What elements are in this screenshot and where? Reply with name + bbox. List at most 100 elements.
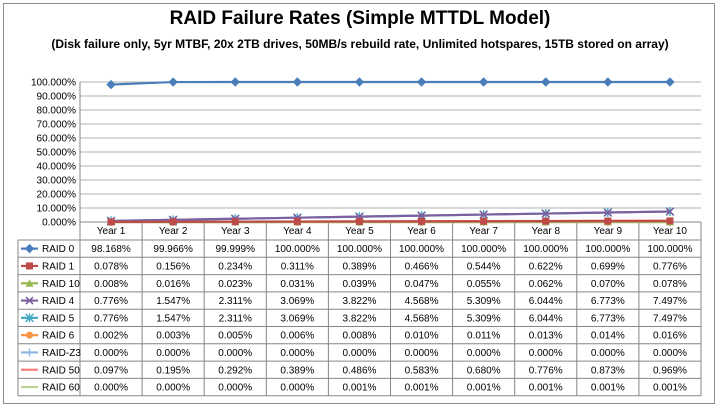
data-label-raid-60: 0.000% [94,383,128,394]
data-label-raid-z3: 0.000% [94,348,128,359]
data-point-raid-4-shape [665,207,675,216]
x-tick-label: Year 10 [653,226,688,237]
data-point-raid-0-shape [541,77,551,87]
legend-key-marker-raid-5 [25,313,34,323]
data-label-raid-60: 0.000% [156,383,190,394]
data-label-raid-1: 0.078% [94,261,128,272]
data-point-raid-4 [603,208,612,217]
data-label-raid-6: 0.010% [405,331,439,342]
data-label-raid-1: 0.389% [342,261,376,272]
data-label-raid-z3: 0.000% [591,348,625,359]
data-point-raid-0 [354,77,365,87]
data-label-raid-10: 0.039% [342,279,376,290]
data-label-raid-0: 99.999% [216,244,256,255]
data-label-raid-50: 0.969% [653,365,687,376]
data-point-raid-0 [478,77,489,87]
y-tick-label: 30.000% [37,176,77,187]
data-point-raid-1 [666,217,674,225]
data-point-raid-1-shape [107,218,115,226]
legend-key-marker-raid-0 [24,243,35,254]
legend-key-marker-raid-6 [26,331,33,339]
data-point-raid-1-shape [418,217,426,225]
legend-key-marker-raid-0-shape [24,243,35,254]
data-label-raid-0: 100.000% [523,244,568,255]
data-label-raid-4: 2.311% [219,296,252,307]
data-label-raid-5: 6.773% [591,313,625,324]
legend-key-marker-raid-z3 [25,348,34,357]
legend-label-raid-z3: RAID-Z3 [42,348,81,359]
data-label-raid-5: 7.497% [653,313,687,324]
data-label-raid-6: 0.002% [94,331,128,342]
chart-title: RAID Failure Rates (Simple MTTDL Model) [169,8,551,29]
y-tick-label: 20.000% [37,190,77,201]
data-label-raid-50: 0.776% [529,365,563,376]
data-label-raid-5: 6.044% [529,313,563,324]
data-label-raid-z3: 0.000% [405,348,439,359]
data-point-raid-1 [418,217,426,225]
data-label-raid-6: 0.003% [156,331,190,342]
data-label-raid-0: 100.000% [399,244,444,255]
chart-area [3,3,715,404]
data-point-raid-1 [293,218,301,226]
data-label-raid-4: 0.776% [94,296,128,307]
data-label-raid-50: 0.680% [467,365,501,376]
y-tick-label: 60.000% [37,134,77,145]
data-label-raid-6: 0.013% [529,331,563,342]
data-label-raid-6: 0.016% [653,331,687,342]
x-tick-label: Year 4 [283,226,312,237]
data-label-raid-6: 0.014% [591,331,625,342]
data-point-raid-0-shape [665,77,675,87]
data-label-raid-60: 0.001% [591,383,625,394]
data-label-raid-5: 0.776% [94,313,128,324]
x-tick-label: Year 1 [97,226,126,237]
legend-label-raid-10: RAID 10 [42,279,80,290]
data-point-raid-1-shape [666,217,674,225]
legend-key-marker-raid-1 [26,262,33,270]
data-label-raid-0: 98.168% [91,244,131,255]
data-point-raid-1-shape [169,218,177,226]
data-point-raid-0 [665,77,675,87]
legend-label-raid-1: RAID 1 [42,261,75,272]
data-label-raid-1: 0.466% [405,261,439,272]
data-label-raid-60: 0.000% [280,383,314,394]
data-label-raid-z3: 0.000% [653,348,687,359]
data-label-raid-z3: 0.000% [467,348,501,359]
data-point-raid-1 [169,218,177,226]
data-point-raid-4 [479,210,488,219]
data-label-raid-0: 100.000% [647,244,692,255]
data-point-raid-1-shape [231,218,239,226]
data-label-raid-z3: 0.000% [156,348,190,359]
x-tick-label: Year 3 [221,226,250,237]
data-point-raid-1 [542,217,550,225]
legend-key-marker-raid-1-shape [26,262,33,270]
data-point-raid-1 [480,217,488,225]
legend-key-marker-raid-5-shape [25,313,34,323]
data-label-raid-60: 0.001% [405,383,439,394]
data-label-raid-60: 0.001% [467,383,501,394]
data-point-raid-0 [168,77,178,87]
data-point-raid-0 [292,77,303,87]
y-tick-label: 40.000% [37,162,77,173]
y-tick-label: 50.000% [37,148,77,159]
legend-label-raid-6: RAID 6 [42,331,75,342]
data-label-raid-10: 0.031% [280,279,314,290]
data-point-raid-1 [604,217,612,225]
y-tick-label: 70.000% [37,120,77,131]
data-label-raid-10: 0.070% [591,279,625,290]
data-point-raid-0-shape [354,77,365,87]
data-label-raid-4: 6.044% [529,296,563,307]
x-tick-label: Year 8 [531,226,560,237]
data-point-raid-0 [230,77,240,87]
legend-label-raid-50: RAID 50 [42,365,80,376]
data-label-raid-1: 0.234% [218,261,252,272]
data-point-raid-0-shape [478,77,489,87]
data-label-raid-6: 0.006% [280,331,314,342]
legend-key-marker-raid-4-shape [25,296,34,305]
data-label-raid-5: 4.568% [405,313,439,324]
data-label-raid-z3: 0.000% [342,348,376,359]
data-label-raid-0: 100.000% [337,244,382,255]
x-tick-label: Year 6 [407,226,436,237]
data-label-raid-50: 0.486% [342,365,376,376]
legend-key-marker-raid-4 [25,296,34,305]
series-line-raid-1 [111,219,670,223]
